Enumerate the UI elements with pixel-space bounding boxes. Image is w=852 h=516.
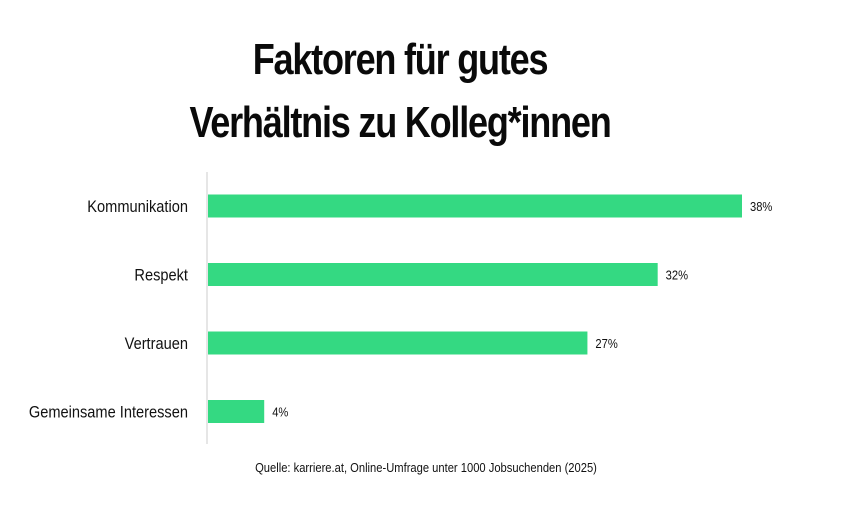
source-note: Quelle: karriere.at, Online-Umfrage unte… — [255, 460, 597, 475]
category-label: Respekt — [134, 267, 188, 285]
value-label: 32% — [666, 268, 689, 283]
value-label: 27% — [595, 336, 618, 351]
category-label: Gemeinsame Interessen — [29, 404, 188, 422]
bar — [208, 331, 588, 355]
chart-title-line-1: Faktoren für gutes — [252, 35, 549, 84]
category-label: Kommunikation — [87, 198, 188, 216]
category-label: Vertrauen — [125, 335, 188, 353]
bar — [208, 400, 265, 423]
bar — [208, 194, 742, 218]
bar — [208, 263, 658, 286]
chart-title-line-2: Verhältnis zu Kolleg*innen — [189, 98, 611, 147]
value-label: 4% — [272, 405, 288, 420]
value-label: 38% — [750, 199, 773, 214]
